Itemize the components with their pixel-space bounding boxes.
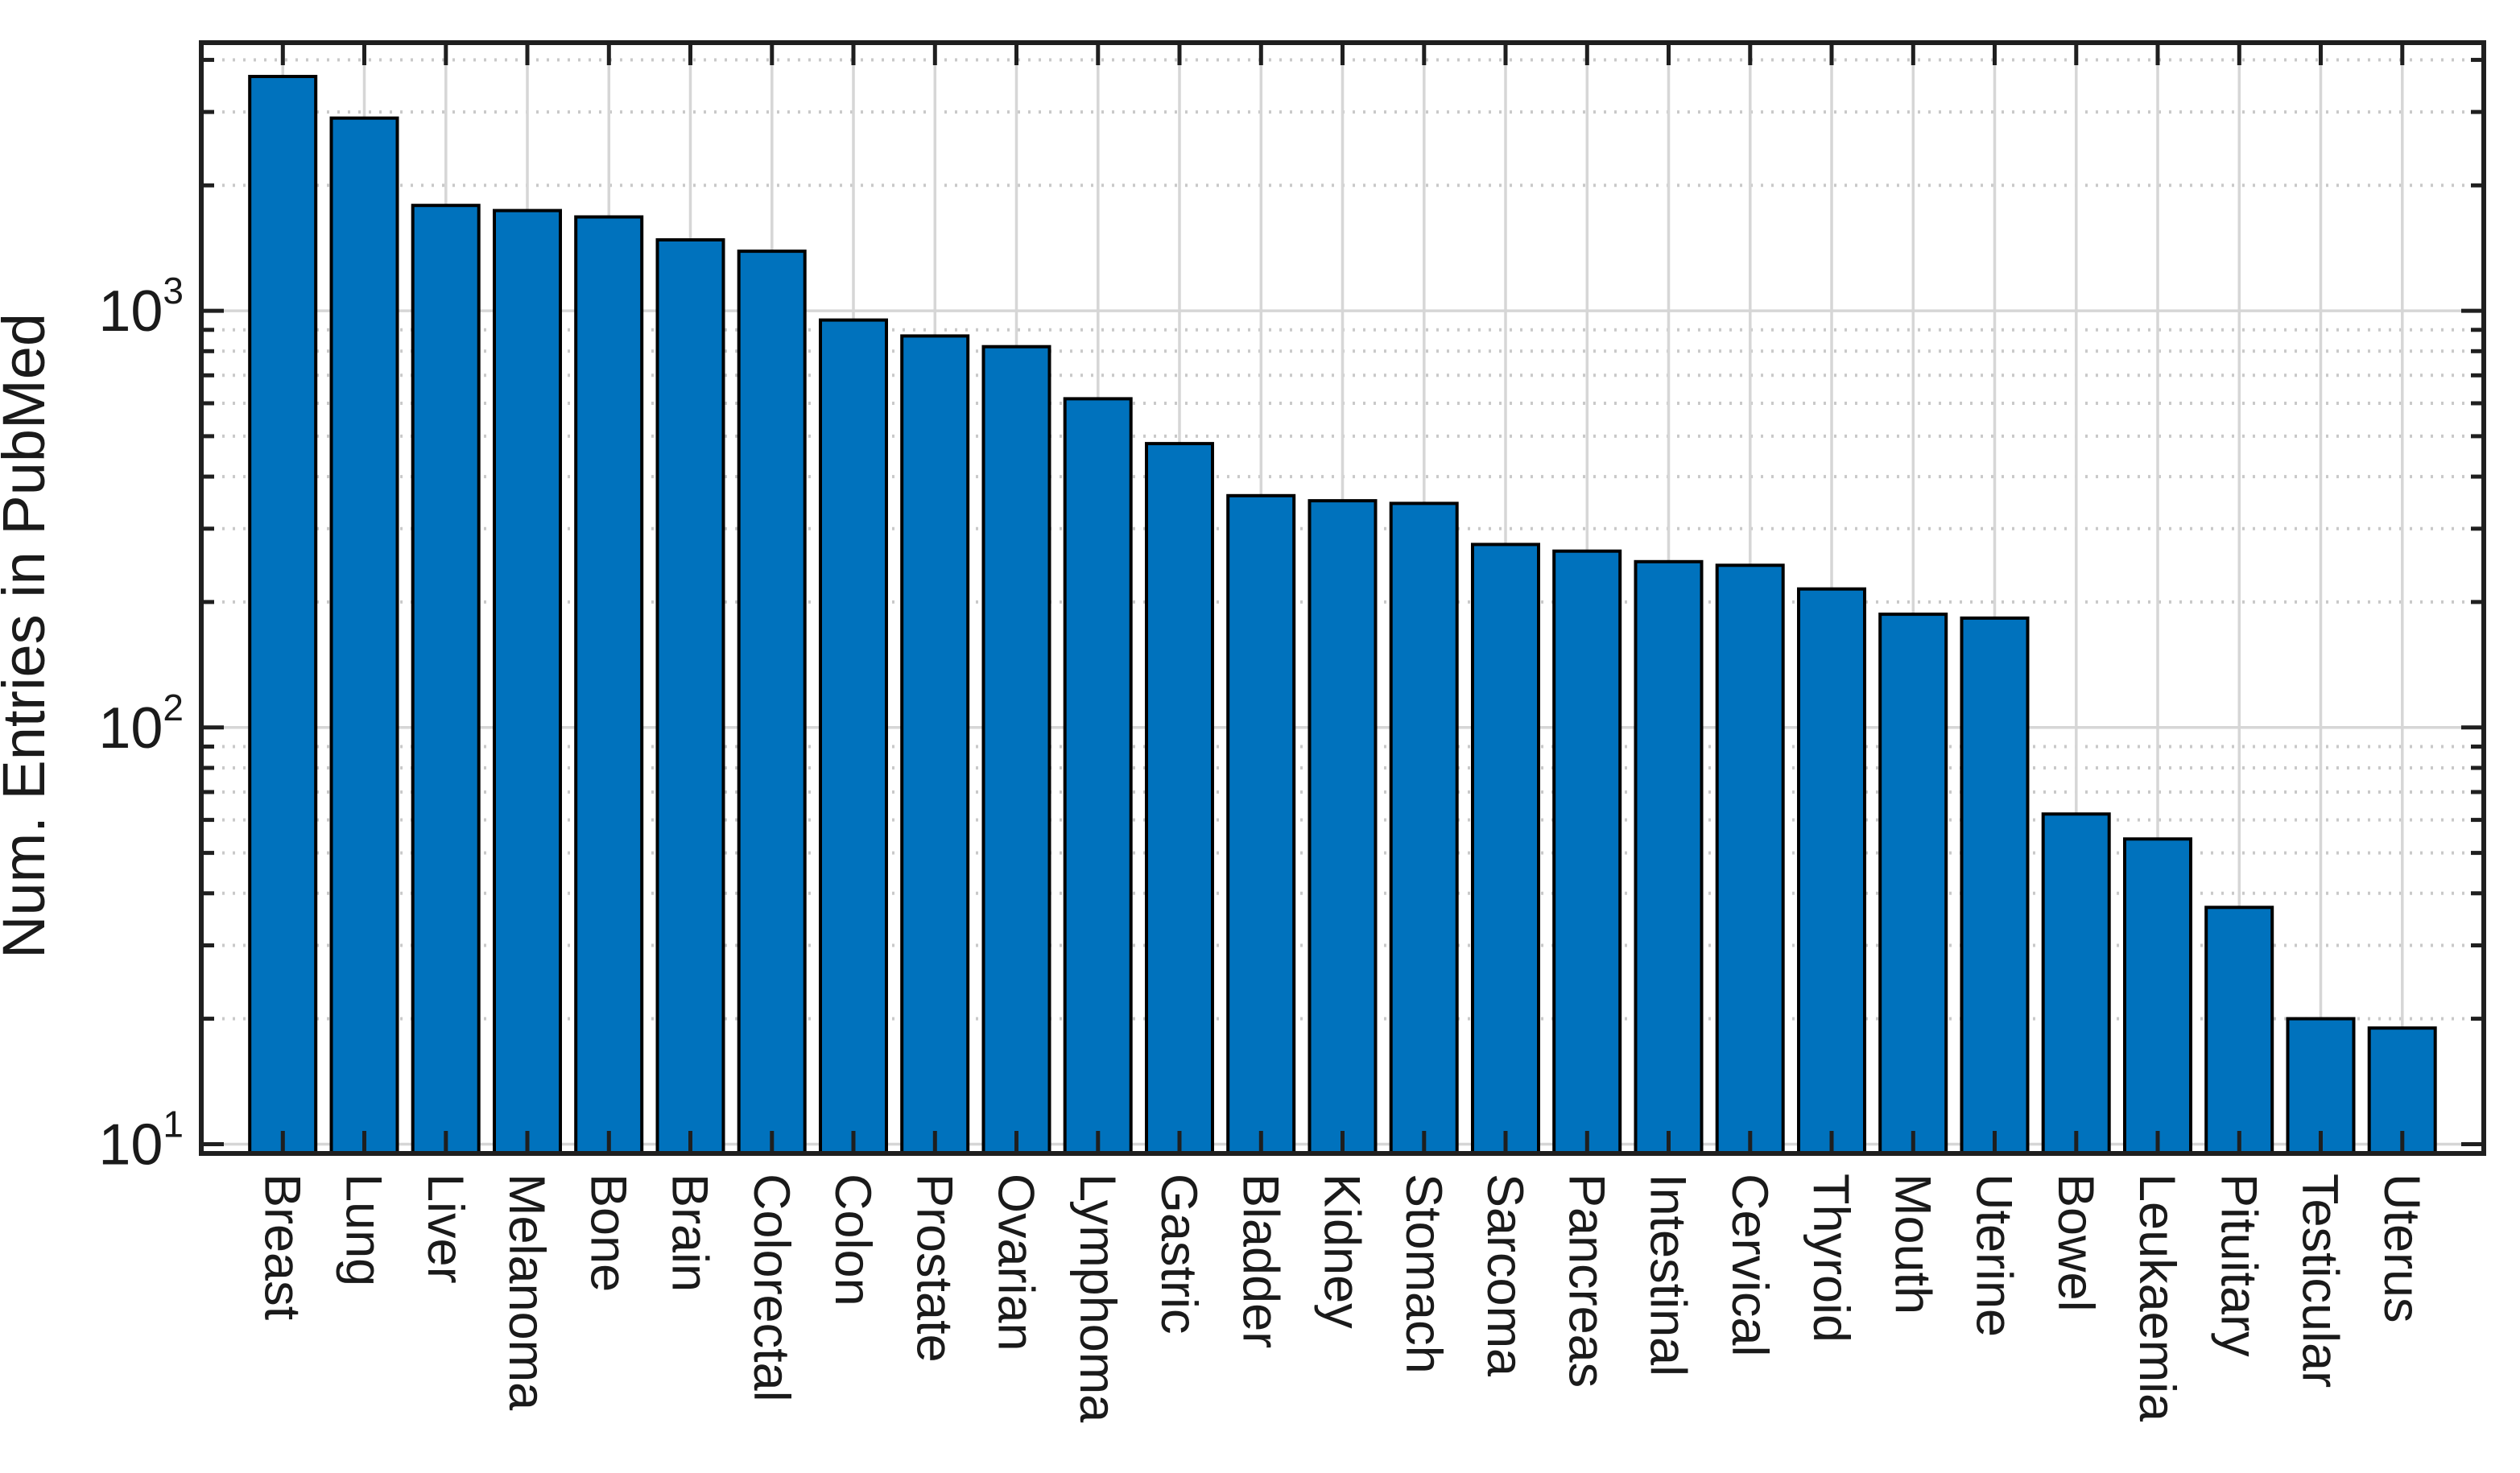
x-tick-label-uterus: Uterus xyxy=(2373,1174,2430,1323)
x-tick-label-bone: Bone xyxy=(580,1174,636,1292)
y-tick-label: 103 xyxy=(98,270,184,344)
x-tick-label-uterine: Uterine xyxy=(1966,1174,2022,1337)
x-tick-label-ovarian: Ovarian xyxy=(988,1174,1044,1351)
bars xyxy=(248,75,2437,1156)
x-tick-label-stomach: Stomach xyxy=(1395,1174,1452,1374)
bar-intestinal xyxy=(1634,559,1704,1155)
x-tick-label-brain: Brain xyxy=(662,1174,718,1292)
bar-brain xyxy=(655,238,725,1155)
bar-cervical xyxy=(1715,563,1785,1155)
bar-prostate xyxy=(900,334,970,1155)
bar-leukaemia xyxy=(2123,837,2192,1156)
x-tick-label-leukaemia: Leukaemia xyxy=(2129,1174,2185,1422)
x-tick-label-lymphoma: Lymphoma xyxy=(1069,1174,1126,1423)
x-tick-label-liver: Liver xyxy=(417,1174,473,1284)
x-tick-label-bladder: Bladder xyxy=(1232,1174,1288,1348)
x-tick-label-pituitary: Pituitary xyxy=(2210,1174,2266,1357)
x-tick-label-intestinal: Intestinal xyxy=(1640,1174,1696,1376)
x-tick-label-lung: Lung xyxy=(336,1174,392,1286)
y-tick-labels: 101 102 103 xyxy=(98,270,184,1177)
y-tick-label: 101 xyxy=(98,1104,184,1178)
x-tick-label-colon: Colon xyxy=(824,1174,881,1306)
bar-bone xyxy=(574,215,644,1155)
bar-liver xyxy=(411,204,481,1156)
bar-mouth xyxy=(1878,613,1948,1155)
x-tick-label-sarcoma: Sarcoma xyxy=(1477,1174,1533,1377)
x-tick-label-testicular: Testicular xyxy=(2292,1174,2349,1388)
bar-pancreas xyxy=(1552,549,1622,1155)
bar-bladder xyxy=(1226,493,1296,1155)
bar-lung xyxy=(329,116,399,1156)
tick-marks xyxy=(201,43,2484,1153)
bar-stomach xyxy=(1389,501,1459,1155)
bar-sarcoma xyxy=(1471,543,1540,1155)
x-tick-label-pancreas: Pancreas xyxy=(1558,1174,1614,1388)
x-tick-label-kidney: Kidney xyxy=(1314,1174,1370,1329)
x-tick-label-thyroid: Thyroid xyxy=(1803,1174,1859,1343)
bar-testicular xyxy=(2286,1017,2356,1155)
x-tick-label-melanoma: Melanoma xyxy=(498,1174,555,1411)
x-tick-label-colorectal: Colorectal xyxy=(743,1174,799,1402)
x-tick-label-mouth: Mouth xyxy=(1884,1174,1940,1314)
y-axis-label: Num. Entries in PubMed xyxy=(0,313,57,959)
x-tick-label-cervical: Cervical xyxy=(1721,1174,1778,1357)
x-tick-labels: Breast Lung Liver Melanoma Bone Brain Colorect… xyxy=(254,1174,2430,1423)
bar-lymphoma xyxy=(1063,397,1133,1155)
bar-gastric xyxy=(1145,442,1214,1155)
bar-uterine xyxy=(1960,616,2030,1155)
bar-thyroid xyxy=(1797,587,1866,1155)
bar-colorectal xyxy=(737,250,807,1156)
bar-pituitary xyxy=(2204,906,2274,1156)
bar-kidney xyxy=(1308,499,1378,1155)
bar-breast xyxy=(248,75,318,1155)
bar-melanoma xyxy=(493,208,562,1156)
x-tick-label-prostate: Prostate xyxy=(906,1174,962,1363)
bar-colon xyxy=(819,318,888,1156)
x-tick-label-gastric: Gastric xyxy=(1151,1174,1207,1335)
bar-ovarian xyxy=(981,345,1051,1155)
x-tick-label-breast: Breast xyxy=(254,1174,310,1321)
y-tick-label: 102 xyxy=(98,687,184,761)
bar-bowel xyxy=(2041,812,2111,1155)
x-tick-label-bowel: Bowel xyxy=(2047,1174,2104,1312)
